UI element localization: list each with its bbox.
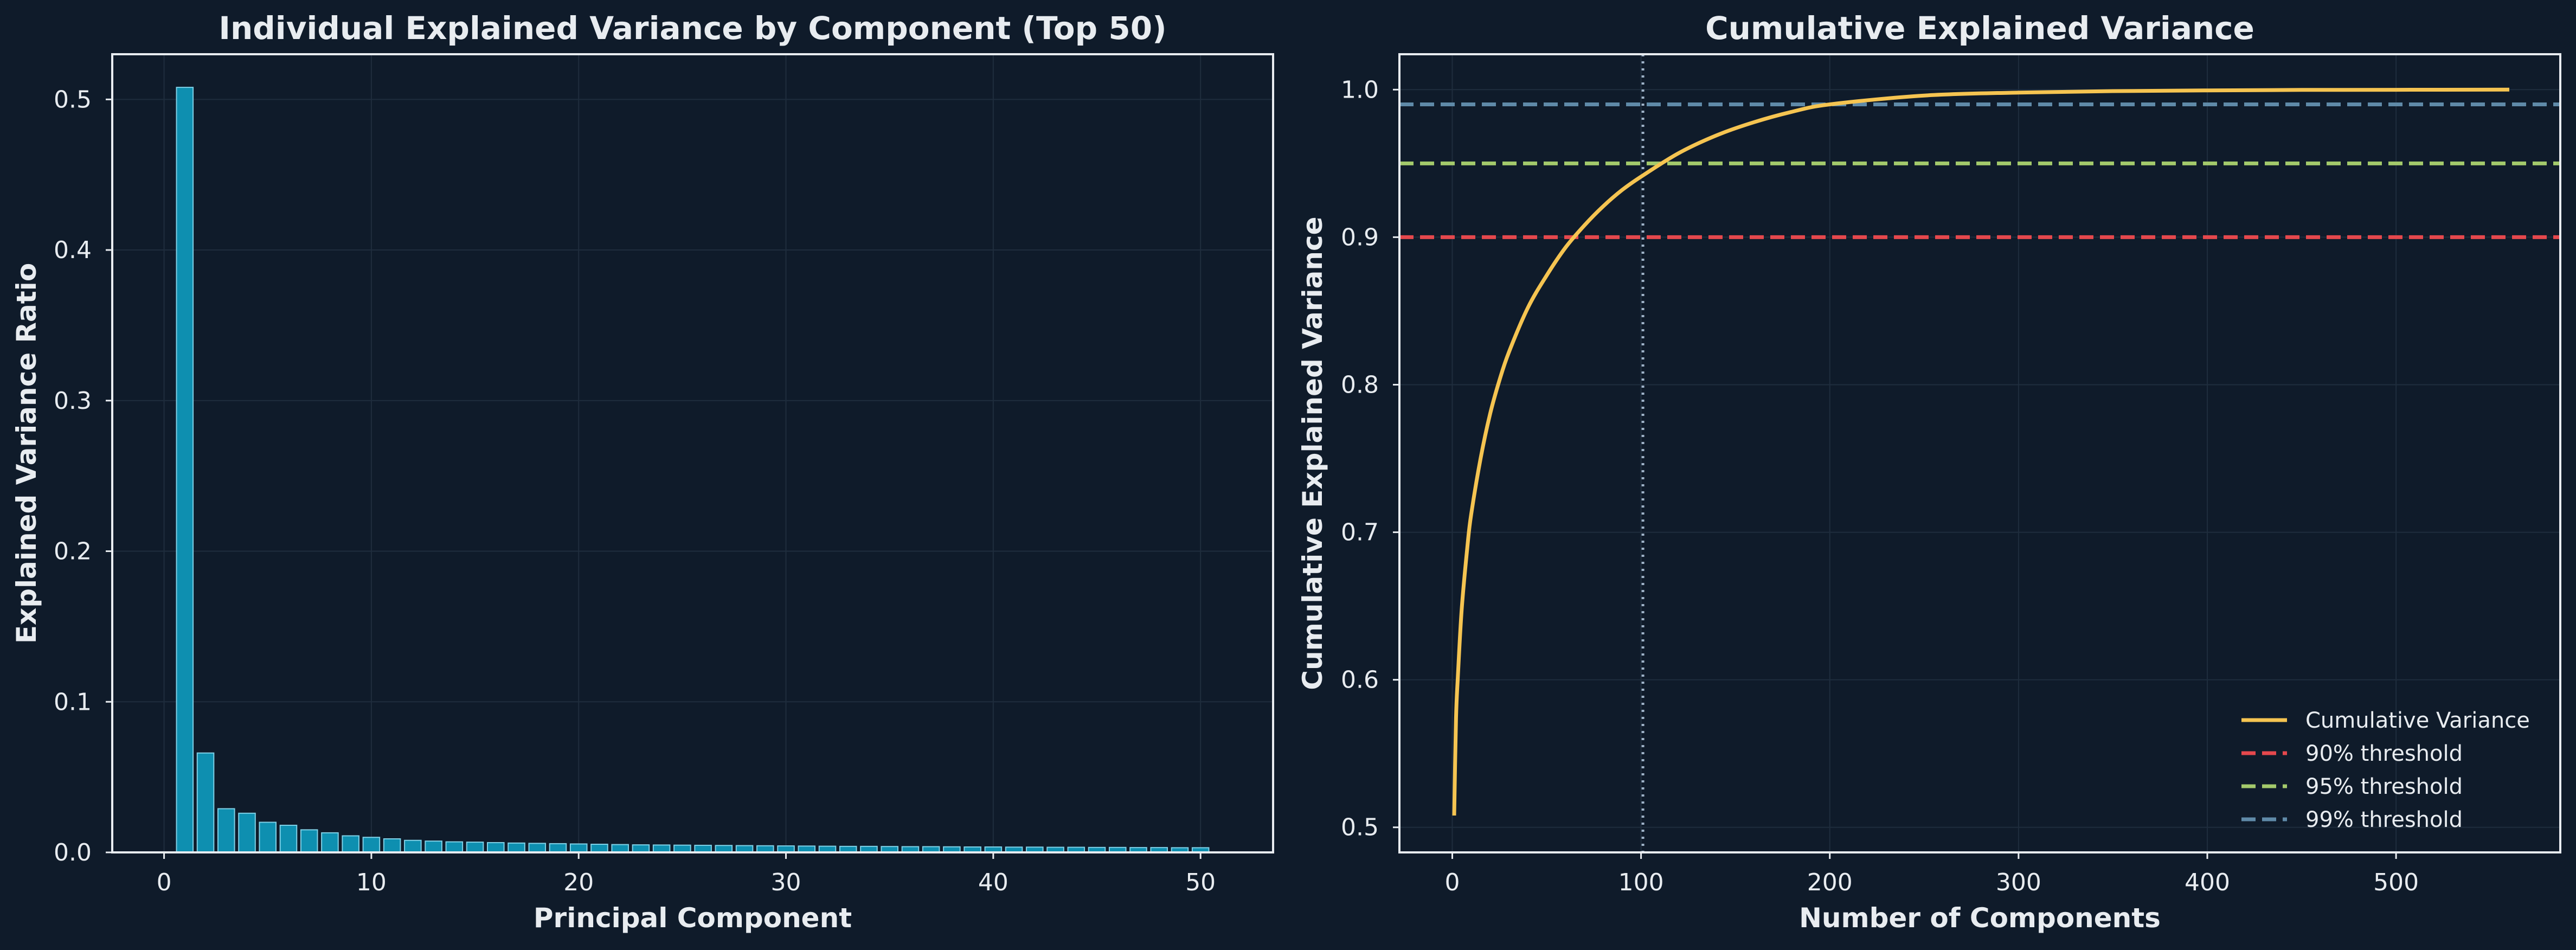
bar bbox=[466, 842, 484, 853]
right-axes-frame bbox=[1398, 53, 2561, 853]
x-tick-label: 200 bbox=[1807, 869, 1853, 896]
legend-label: 99% threshold bbox=[2305, 807, 2463, 832]
bar bbox=[487, 842, 505, 853]
left-y-axis-label: Explained Variance Ratio bbox=[11, 263, 42, 644]
bar bbox=[425, 840, 442, 853]
bar bbox=[528, 843, 547, 853]
right-x-axis-label: Number of Components bbox=[1799, 902, 2161, 934]
y-tick-label: 1.0 bbox=[1341, 76, 1379, 104]
bar bbox=[652, 844, 671, 853]
legend: Cumulative Variance 90% threshold 95% thre… bbox=[2241, 708, 2530, 832]
y-tick-label: 0.6 bbox=[1341, 666, 1379, 694]
x-tick-label: 0 bbox=[157, 869, 172, 896]
x-tick-label: 10 bbox=[356, 869, 387, 896]
left-axes-frame bbox=[111, 53, 1274, 853]
bar bbox=[259, 821, 277, 853]
bar bbox=[611, 844, 629, 853]
y-tick-label: 0.2 bbox=[54, 538, 92, 566]
y-tick-label: 0.5 bbox=[54, 86, 92, 113]
bar bbox=[445, 841, 464, 853]
bar bbox=[279, 825, 298, 853]
bar bbox=[238, 812, 256, 853]
x-tick-label: 50 bbox=[1185, 869, 1216, 896]
line-chart-panel: 0 100 200 300 400 500 0.5 0.6 0.7 0.8 0.9 1.0 Cumu… bbox=[1297, 10, 2561, 934]
left-x-axis-label: Principal Component bbox=[534, 902, 852, 934]
bar bbox=[176, 87, 194, 853]
bar bbox=[321, 832, 339, 853]
x-tick-label: 400 bbox=[2185, 869, 2230, 896]
bar bbox=[362, 837, 381, 853]
bar bbox=[404, 839, 422, 853]
cumulative-variance-line bbox=[1452, 87, 2510, 816]
x-tick-label: 30 bbox=[771, 869, 801, 896]
bar bbox=[342, 835, 359, 853]
legend-label: 95% threshold bbox=[2305, 774, 2463, 799]
x-tick-label: 0 bbox=[1444, 869, 1460, 896]
legend-label: Cumulative Variance bbox=[2305, 708, 2530, 733]
right-x-ticks: 0 100 200 300 400 500 bbox=[1444, 852, 2419, 896]
y-tick-label: 0.7 bbox=[1341, 519, 1379, 547]
y-tick-label: 0.4 bbox=[54, 236, 92, 264]
y-tick-label: 0.0 bbox=[54, 839, 92, 866]
bar bbox=[549, 843, 567, 853]
y-tick-label: 0.8 bbox=[1341, 371, 1379, 399]
y-tick-label: 0.5 bbox=[1341, 814, 1379, 842]
threshold-lines bbox=[1399, 102, 2560, 239]
bar bbox=[217, 808, 235, 853]
left-chart-title: Individual Explained Variance by Compone… bbox=[219, 10, 1166, 47]
bars bbox=[176, 87, 1210, 853]
right-chart-title: Cumulative Explained Variance bbox=[1705, 10, 2254, 47]
bar bbox=[383, 838, 401, 853]
right-y-ticks: 0.5 0.6 0.7 0.8 0.9 1.0 bbox=[1341, 76, 1399, 842]
left-y-ticks: 0.0 0.1 0.2 0.3 0.4 0.5 bbox=[54, 86, 112, 866]
x-tick-label: 300 bbox=[1996, 869, 2041, 896]
x-tick-label: 100 bbox=[1618, 869, 1664, 896]
bar bbox=[508, 842, 525, 853]
x-tick-label: 20 bbox=[563, 869, 594, 896]
right-grid bbox=[1399, 54, 2560, 852]
bar-chart-panel: 0 10 20 30 40 50 0.0 0.1 0.2 0.3 0.4 0.5 Individua… bbox=[11, 10, 1274, 934]
x-tick-label: 40 bbox=[978, 869, 1008, 896]
y-tick-label: 0.1 bbox=[54, 688, 92, 716]
y-tick-label: 0.3 bbox=[54, 387, 92, 415]
legend-label: 90% threshold bbox=[2305, 741, 2463, 766]
bar bbox=[196, 752, 215, 853]
x-tick-label: 500 bbox=[2373, 869, 2419, 896]
bar bbox=[569, 843, 588, 853]
bar bbox=[632, 844, 650, 853]
bar bbox=[590, 844, 608, 853]
right-y-axis-label: Cumulative Explained Variance bbox=[1297, 216, 1328, 690]
left-x-ticks: 0 10 20 30 40 50 bbox=[157, 852, 1216, 896]
y-tick-label: 0.9 bbox=[1341, 223, 1379, 251]
bar bbox=[300, 829, 318, 853]
